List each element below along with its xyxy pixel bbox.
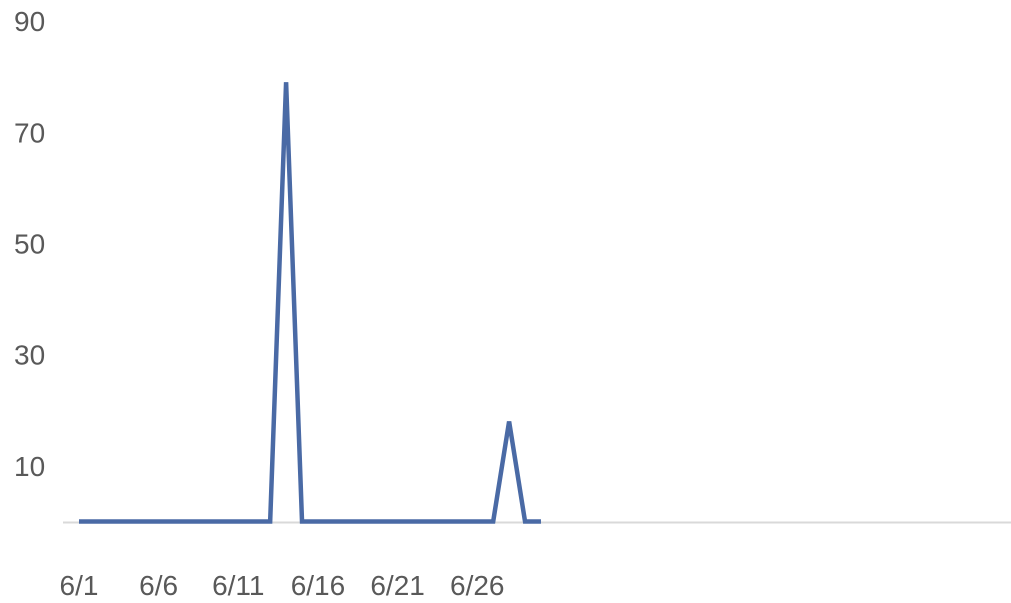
x-axis-tick-labels: 6/1 6/6 6/11 6/16 6/21 6/26 (60, 570, 505, 601)
y-tick-label: 30 (14, 340, 45, 371)
x-tick-label: 6/6 (139, 570, 178, 601)
y-axis-tick-labels: 10 30 50 70 90 (14, 6, 45, 482)
y-tick-label: 50 (14, 229, 45, 260)
y-tick-label: 90 (14, 6, 45, 37)
x-tick-label: 6/1 (60, 570, 99, 601)
x-tick-label: 6/11 (212, 570, 264, 601)
series-group (79, 82, 541, 524)
x-tick-label: 6/21 (370, 570, 425, 601)
y-tick-label: 10 (14, 451, 45, 482)
series-line (79, 82, 541, 524)
y-tick-label: 70 (14, 117, 45, 148)
x-tick-label: 6/16 (291, 570, 346, 601)
x-tick-label: 6/26 (450, 570, 505, 601)
